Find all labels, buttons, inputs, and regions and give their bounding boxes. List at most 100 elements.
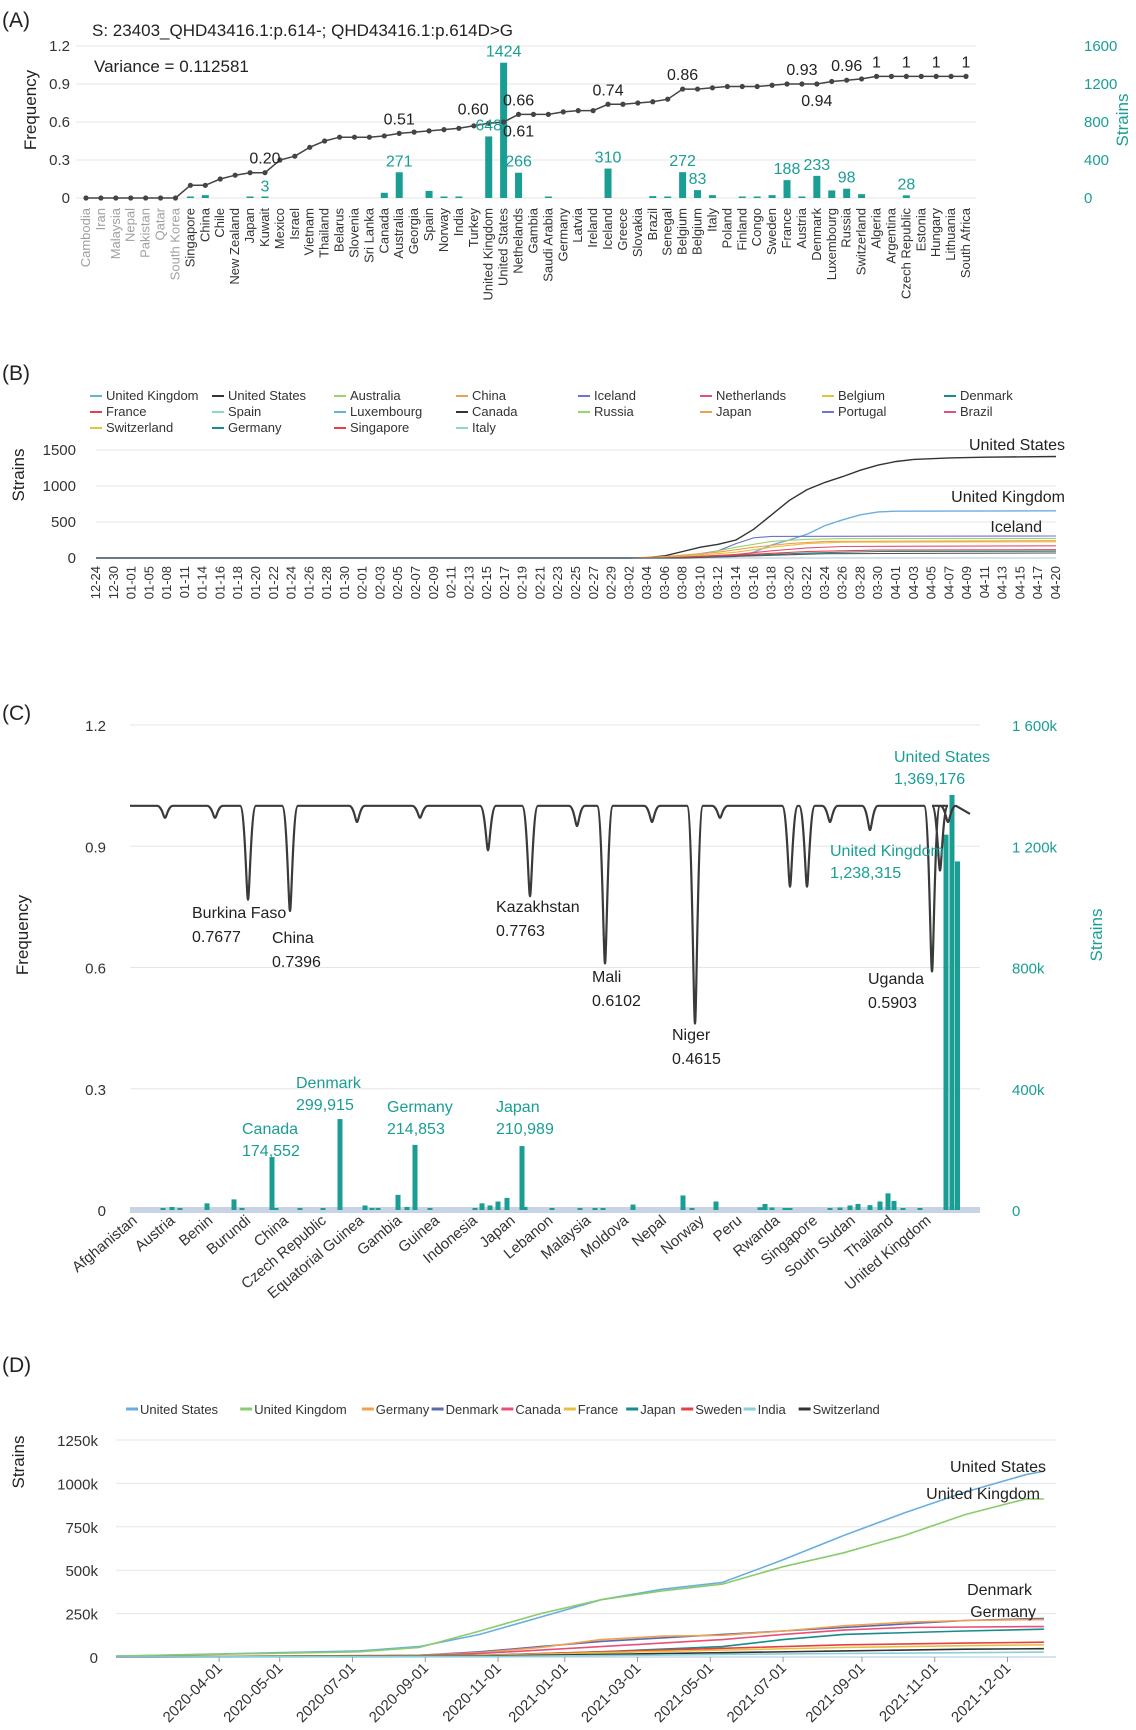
strain-bar — [828, 190, 836, 198]
x-tick-label: 01-08 — [159, 566, 174, 599]
legend-label: Brazil — [960, 404, 993, 419]
strain-bar — [375, 1208, 381, 1210]
frequency-point — [903, 73, 909, 79]
strain-value-label: 272 — [669, 153, 696, 170]
frequency-point — [172, 195, 179, 201]
legend-label: India — [758, 1402, 787, 1417]
frequency-point — [351, 134, 358, 140]
x-tick-label: Belgium — [690, 208, 705, 255]
x-tick-label: Lithuania — [943, 207, 958, 261]
panel-b-ylabel: Strains — [9, 449, 28, 502]
series-line — [115, 1651, 1044, 1658]
frequency-point — [844, 77, 850, 83]
x-tick-label: 03-12 — [710, 566, 725, 599]
y-right-tick-label: 1200 — [1084, 76, 1117, 93]
x-tick-label: 03-24 — [817, 566, 832, 599]
x-tick-label: Finland — [734, 208, 749, 251]
x-tick-label: 04-09 — [959, 566, 974, 599]
frequency-value-label: 1 — [872, 54, 881, 71]
frequency-value-label: 0.86 — [667, 67, 698, 84]
bar-country-label: Denmark — [296, 1075, 362, 1092]
legend-label: Japan — [640, 1402, 675, 1417]
panel-d-ticks: 0 250k 500k 750k 1000k 1250k 2020-04-012020-05… — [57, 1433, 1014, 1726]
panel-c-frequency-line — [130, 804, 971, 1025]
frequency-point — [754, 83, 760, 90]
x-tick-label: Poland — [719, 208, 734, 248]
legend-label: Iceland — [594, 388, 636, 403]
x-tick-label: Georgia — [406, 207, 421, 254]
x-tick-label: France — [779, 208, 794, 248]
x-tick-label: 03-04 — [639, 566, 654, 599]
x-tick-label: Nethelands — [511, 208, 526, 274]
dip-country-label: Mali — [592, 969, 621, 986]
bar-country-label: United States — [894, 749, 990, 766]
x-tick-label: Spain — [421, 208, 436, 241]
frequency-value-label: 0.20 — [249, 151, 280, 168]
x-tick-label: 03-16 — [746, 566, 761, 599]
x-tick-label: Cambodia — [78, 207, 93, 267]
x-tick-label: 01-14 — [195, 566, 210, 599]
line-end-label: Germany — [970, 1604, 1036, 1621]
strain-bar — [955, 861, 960, 1210]
x-tick-label: 03-26 — [835, 566, 850, 599]
x-tick-label: 01-22 — [266, 566, 281, 599]
strain-bar — [395, 172, 403, 198]
y-tick-label: 250k — [65, 1607, 98, 1624]
x-tick-label: Malaysia — [108, 207, 123, 259]
dip-value-label: 0.6102 — [592, 993, 641, 1010]
frequency-point — [515, 111, 522, 117]
panel-b: (B) United Kingdom United States Australia… — [2, 362, 1065, 599]
x-tick-label: 03-20 — [781, 566, 796, 599]
x-tick-label: Iceland — [600, 208, 615, 250]
frequency-point — [501, 119, 507, 125]
frequency-point — [322, 138, 328, 144]
strain-value-label: 3 — [261, 179, 270, 196]
legend-label: Russia — [594, 404, 635, 419]
series-line — [96, 552, 1057, 559]
legend-label: Luxembourg — [350, 404, 422, 419]
panel-a-label: (A) — [2, 9, 30, 32]
x-tick-label: 01-24 — [284, 566, 299, 599]
frequency-point — [381, 133, 387, 139]
frequency-point — [575, 108, 581, 114]
bar-value-label: 210,989 — [496, 1121, 554, 1138]
panel-c-ylabel: Frequency — [13, 894, 32, 975]
strain-bar — [782, 1208, 788, 1210]
strain-bar — [762, 1203, 768, 1210]
strain-bar — [855, 1203, 861, 1210]
frequency-point — [605, 101, 611, 107]
strain-bar — [522, 1206, 528, 1210]
x-tick-label: 02-09 — [426, 566, 441, 599]
x-tick-label: 02-19 — [515, 566, 530, 599]
strain-bar — [713, 1201, 719, 1210]
strain-bar — [504, 1197, 510, 1210]
strain-bar — [549, 1208, 555, 1210]
strain-bar — [900, 1208, 906, 1210]
x-tick-label: 01-30 — [337, 566, 352, 599]
frequency-value-label: 1 — [962, 54, 971, 71]
frequency-value-label: 0.74 — [592, 82, 623, 99]
strain-bar — [757, 1207, 763, 1210]
bar-country-label: Germany — [387, 1099, 453, 1116]
x-tick-label: 2020-04-01 — [160, 1660, 226, 1726]
dip-country-label: Burkina Faso — [192, 905, 286, 922]
strain-bar — [204, 1203, 210, 1210]
frequency-point — [680, 86, 686, 92]
x-tick-label: 03-28 — [852, 566, 867, 599]
panel-b-legend: United Kingdom United States Australia Chin… — [90, 388, 1013, 435]
frequency-point — [873, 73, 880, 79]
panel-d-ylabel: Strains — [9, 1436, 28, 1489]
x-tick-label: 12-24 — [88, 566, 103, 599]
panel-a-grid — [76, 45, 976, 199]
x-tick-label: Slovakia — [630, 207, 645, 257]
x-tick-label: 04-11 — [977, 566, 992, 598]
x-tick-label: Afghanistan — [69, 1212, 141, 1276]
x-tick-label: Iran — [93, 208, 108, 230]
panel-a-bars — [186, 62, 910, 198]
y-tick-label: 0.6 — [49, 114, 70, 131]
x-tick-label: Thailand — [317, 208, 332, 258]
frequency-point — [739, 83, 745, 90]
dip-value-label: 0.7763 — [496, 923, 545, 940]
x-tick-label: 02-01 — [355, 566, 370, 599]
frequency-point — [530, 111, 537, 117]
